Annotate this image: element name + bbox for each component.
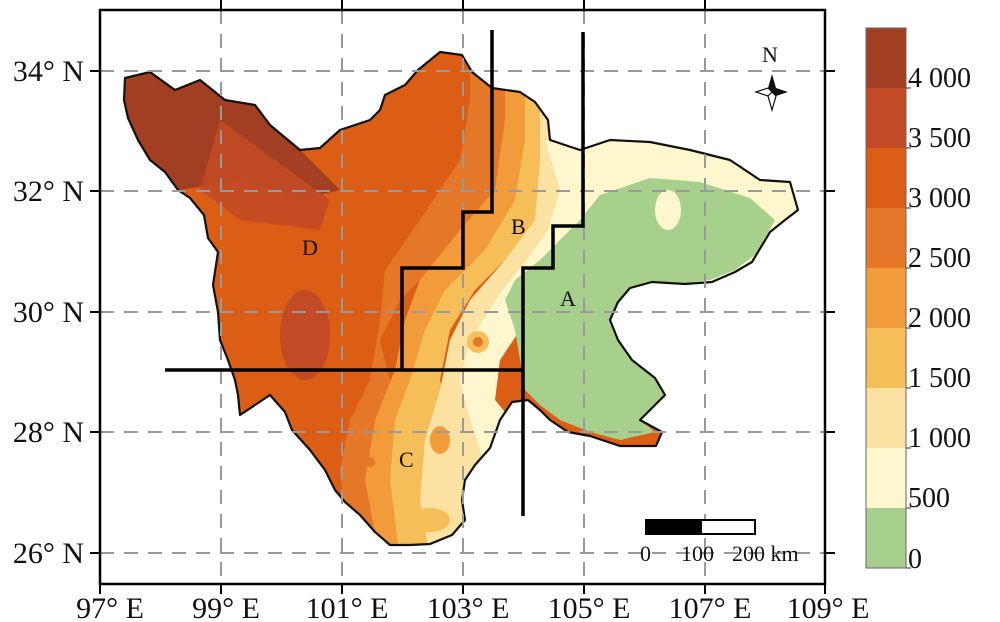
legend-label: 2 000	[908, 303, 971, 334]
region-label-c: C	[399, 447, 414, 472]
x-tick-labels: 97° E 99° E 101° E 103° E 105° E 107° E …	[76, 592, 869, 622]
scale-label-100: 100	[681, 541, 714, 566]
region-label-d: D	[302, 235, 318, 260]
scale-bar: 0 100 200 km	[640, 519, 799, 566]
x-tick-label: 99° E	[192, 592, 260, 622]
region-dividers	[165, 30, 585, 516]
x-tick-label: 97° E	[76, 592, 144, 622]
province-outline	[122, 50, 800, 547]
x-tick-label: 107° E	[669, 592, 752, 622]
legend-border	[865, 27, 907, 569]
graticule	[100, 10, 825, 584]
x-tick-label: 105° E	[548, 592, 631, 622]
x-tick-label: 103° E	[427, 592, 510, 622]
legend-swatch	[866, 28, 906, 88]
axis-ticks	[90, 0, 835, 594]
y-tick-label: 32° N	[13, 175, 84, 208]
y-tick-labels: 34° N 32° N 30° N 28° N 26° N	[13, 55, 84, 570]
y-tick-label: 34° N	[13, 55, 84, 88]
legend-label: 500	[908, 483, 950, 514]
legend-swatch	[866, 388, 906, 448]
legend-label: 3 000	[908, 183, 971, 214]
legend-swatch	[866, 88, 906, 148]
y-tick-label: 30° N	[13, 296, 84, 329]
legend-label: 3 500	[908, 123, 971, 154]
x-tick-label: 101° E	[306, 592, 389, 622]
legend-label: 4 000	[908, 63, 971, 94]
legend-label: 0	[908, 544, 922, 575]
y-tick-label: 28° N	[13, 416, 84, 449]
legend-swatch	[866, 448, 906, 508]
legend-label: 1 500	[908, 363, 971, 394]
scale-label-0: 0	[640, 541, 651, 566]
y-tick-label: 26° N	[13, 537, 84, 570]
north-label: N	[762, 42, 778, 67]
legend-swatch	[866, 508, 906, 568]
compass-star-icon	[754, 74, 788, 113]
legend-swatch	[866, 148, 906, 208]
legend-swatch	[866, 268, 906, 328]
legend-swatch	[866, 208, 906, 268]
legend-label: 2 500	[908, 243, 971, 274]
legend-label: 1 000	[908, 423, 971, 454]
north-arrow: N	[754, 42, 788, 113]
scale-label-200: 200 km	[732, 541, 799, 566]
legend-swatch	[866, 328, 906, 388]
region-label-b: B	[511, 214, 526, 239]
region-label-a: A	[560, 286, 576, 311]
x-tick-label: 109° E	[787, 592, 870, 622]
elevation-legend: 4 000 3 500 3 000 2 500 2 000 1 500 1 000 500 0	[865, 27, 971, 575]
